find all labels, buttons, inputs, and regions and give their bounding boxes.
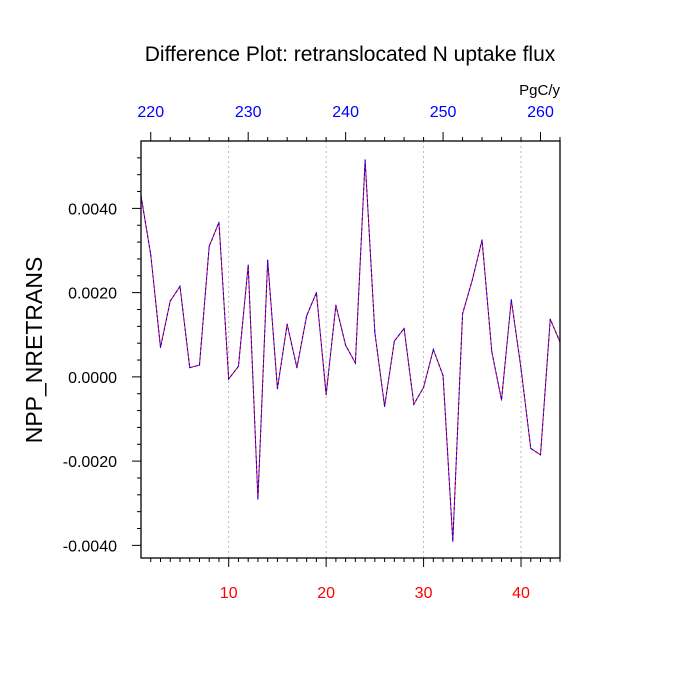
data-point	[306, 315, 308, 317]
data-point	[393, 340, 395, 342]
data-point	[179, 285, 181, 287]
data-point	[510, 299, 512, 301]
y-tick-label-0.0020: 0.0020	[68, 286, 117, 303]
data-point	[539, 454, 542, 456]
series-group	[140, 159, 561, 542]
data-point	[413, 403, 415, 405]
data-point	[296, 367, 298, 369]
data-point	[345, 344, 347, 346]
tick-marks	[132, 132, 561, 567]
data-point	[364, 159, 366, 161]
x-top-tick-label-230: 230	[235, 104, 262, 121]
data-point	[403, 327, 405, 330]
data-point	[549, 318, 551, 320]
data-point	[247, 264, 249, 266]
y-tick-label-0.0000: 0.0000	[68, 370, 117, 387]
grid-lines	[228, 141, 522, 558]
series-line-a-0	[140, 159, 561, 542]
data-point	[520, 367, 522, 370]
chart-title: Difference Plot: retranslocated N uptake…	[145, 43, 556, 66]
data-point	[276, 388, 279, 390]
plot-frame	[140, 140, 561, 559]
y-tick-label--0.0020: -0.0020	[63, 454, 117, 471]
data-point	[228, 378, 230, 380]
data-point	[159, 346, 162, 348]
data-point	[315, 292, 317, 294]
data-point	[530, 447, 532, 450]
tick-labels: 10 20 30 40 220 230 240 250 260 0.0040 0.0020 0.000…	[63, 104, 554, 602]
data-point	[422, 386, 425, 389]
y-tick-label-0.0040: 0.0040	[68, 201, 117, 218]
x-tick-label-20: 20	[317, 585, 335, 602]
data-point	[384, 405, 386, 407]
x-tick-label-10: 10	[220, 585, 238, 602]
data-point	[481, 239, 483, 241]
x-tick-label-30: 30	[415, 585, 433, 602]
data-point	[267, 259, 269, 261]
x-top-tick-label-250: 250	[430, 104, 457, 121]
data-point	[169, 300, 171, 302]
data-point	[257, 498, 259, 500]
data-point	[286, 323, 288, 325]
data-point	[198, 364, 201, 366]
data-point	[325, 393, 327, 396]
x-top-tick-label-260: 260	[527, 104, 554, 121]
data-point	[452, 540, 454, 542]
units-label: PgC/y	[519, 82, 560, 99]
x-top-tick-label-240: 240	[332, 104, 359, 121]
data-point	[374, 332, 376, 334]
data-point	[335, 304, 337, 306]
data-point	[218, 221, 220, 223]
data-point	[471, 279, 473, 281]
data-point	[237, 365, 240, 367]
y-axis-label: NPP_NRETRANS	[21, 257, 47, 444]
data-point	[442, 375, 444, 377]
data-point	[189, 367, 191, 369]
x-tick-label-40: 40	[512, 585, 530, 602]
data-point	[150, 254, 152, 256]
data-point	[208, 245, 210, 247]
data-point	[491, 351, 493, 353]
data-point	[500, 399, 503, 401]
data-point	[432, 348, 434, 351]
y-tick-label--0.0040: -0.0040	[63, 538, 117, 555]
x-top-tick-label-220: 220	[137, 104, 164, 121]
data-point	[354, 362, 356, 364]
series-line-b-0	[140, 159, 561, 542]
data-point	[461, 313, 464, 315]
